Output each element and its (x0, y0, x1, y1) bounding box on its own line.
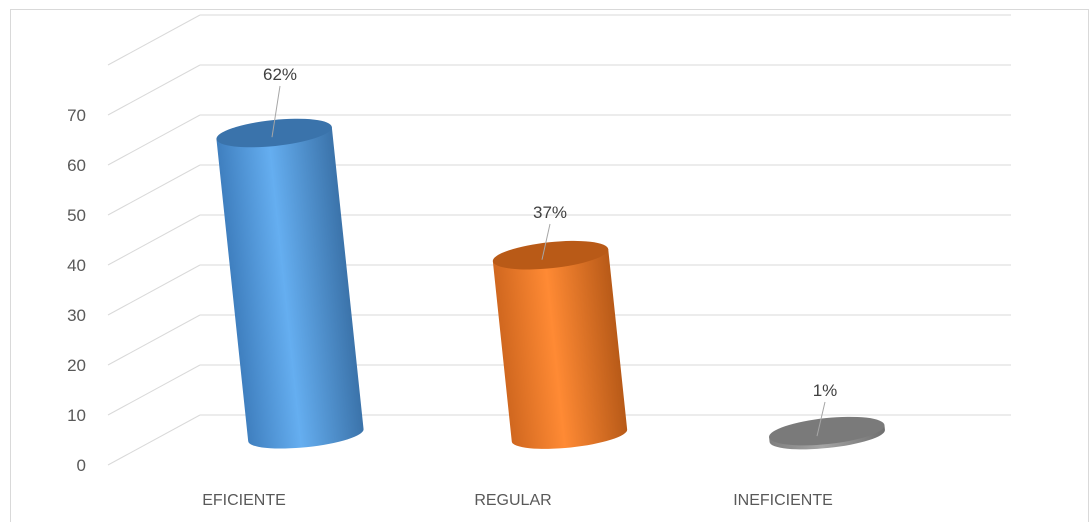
x-category-label: EFICIENTE (202, 492, 286, 509)
gridline-depth (107, 64, 201, 116)
bar-eficiente (216, 118, 364, 449)
gridline-depth (107, 414, 201, 466)
gridline-depth (107, 114, 201, 166)
gridline-depth (107, 214, 201, 266)
gridline-depth (107, 264, 201, 316)
bar-top (216, 118, 332, 148)
data-label-leader (541, 223, 551, 260)
y-tick-label: 60 (67, 156, 86, 175)
x-category-label: INEFICIENTE (733, 492, 833, 509)
gridline-depth (107, 314, 201, 366)
y-tick-label: 50 (67, 206, 86, 225)
data-label-leader (271, 85, 281, 138)
bar-body (492, 249, 628, 449)
x-category-label: REGULAR (474, 492, 551, 509)
data-label: 37% (533, 203, 567, 222)
y-tick-label: 40 (67, 256, 86, 275)
data-label: 62% (263, 65, 297, 84)
bar-ineficiente (769, 416, 885, 450)
bar-regular (492, 240, 628, 449)
data-label: 1% (813, 381, 838, 400)
y-tick-label: 10 (67, 406, 86, 425)
y-tick-label: 70 (67, 106, 86, 125)
y-tick-label: 30 (67, 306, 86, 325)
y-tick-label: 0 (77, 456, 86, 475)
bar-body (216, 126, 364, 449)
y-tick-label: 20 (67, 356, 86, 375)
data-label-leader (816, 401, 826, 437)
bar-top (769, 416, 885, 446)
gridline-depth (107, 14, 201, 66)
gridline-depth (107, 164, 201, 216)
bar-top (492, 240, 609, 270)
gridline-depth (107, 364, 201, 416)
